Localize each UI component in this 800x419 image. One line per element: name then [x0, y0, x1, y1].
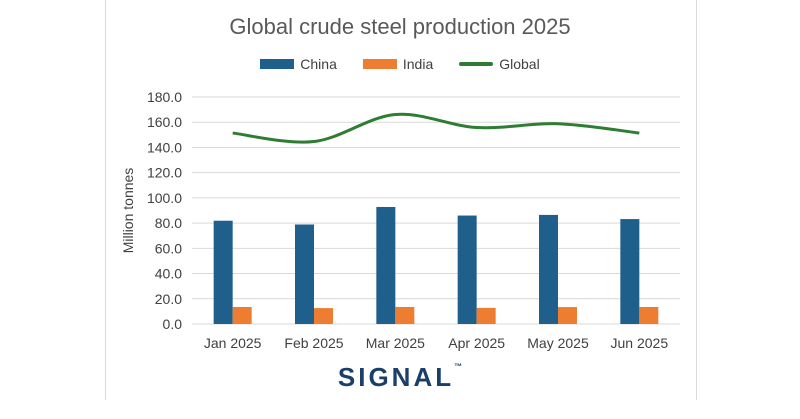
bar-india — [395, 306, 415, 324]
chart-legend: China India Global — [105, 56, 695, 72]
bar-india — [639, 306, 659, 324]
legend-label-india: India — [402, 56, 434, 72]
y-axis-label: Million tonnes — [120, 168, 136, 254]
y-tick-label: 100.0 — [147, 190, 182, 206]
legend-item-india: India — [362, 56, 434, 72]
y-tick-label: 60.0 — [155, 240, 182, 256]
x-tick-label: Mar 2025 — [366, 335, 425, 351]
x-tick-label: Jun 2025 — [611, 335, 669, 351]
x-tick-label: Apr 2025 — [448, 335, 505, 351]
legend-label-china: China — [300, 56, 337, 72]
x-tick-label: Feb 2025 — [284, 335, 343, 351]
logo-text: SIGNAL — [337, 362, 455, 392]
chart-title: Global crude steel production 2025 — [229, 14, 571, 39]
legend-item-china: China — [260, 56, 337, 72]
bar-china — [539, 214, 558, 324]
legend-swatch-china — [260, 59, 295, 69]
y-tick-label: 20.0 — [155, 291, 182, 307]
y-tick-label: 140.0 — [147, 139, 182, 155]
bar-china — [376, 206, 396, 324]
bar-india — [558, 307, 577, 324]
line-global — [232, 112, 640, 144]
logo-trademark: ™ — [454, 362, 463, 371]
bar-china — [213, 220, 233, 324]
y-tick-label: 80.0 — [155, 215, 182, 231]
legend-swatch-india — [362, 59, 397, 69]
bar-india — [476, 307, 496, 324]
y-tick-label: 40.0 — [155, 266, 182, 282]
y-tick-label: 180.0 — [147, 89, 182, 105]
x-tick-label: Jan 2025 — [204, 335, 262, 351]
bar-india — [314, 308, 333, 324]
y-tick-label: 120.0 — [147, 165, 182, 181]
bar-china — [295, 224, 314, 324]
bar-china — [457, 215, 477, 324]
y-tick-label: 160.0 — [147, 114, 182, 130]
chart-panel — [105, 0, 697, 400]
legend-item-global: Global — [459, 56, 540, 72]
legend-swatch-global — [459, 62, 494, 66]
y-tick-label: 0.0 — [163, 316, 183, 332]
legend-label-global: Global — [499, 56, 540, 72]
bar-china — [620, 219, 640, 324]
bar-india — [232, 306, 252, 324]
x-tick-label: May 2025 — [527, 335, 589, 351]
signal-logo: SIGNAL™ — [0, 362, 800, 393]
